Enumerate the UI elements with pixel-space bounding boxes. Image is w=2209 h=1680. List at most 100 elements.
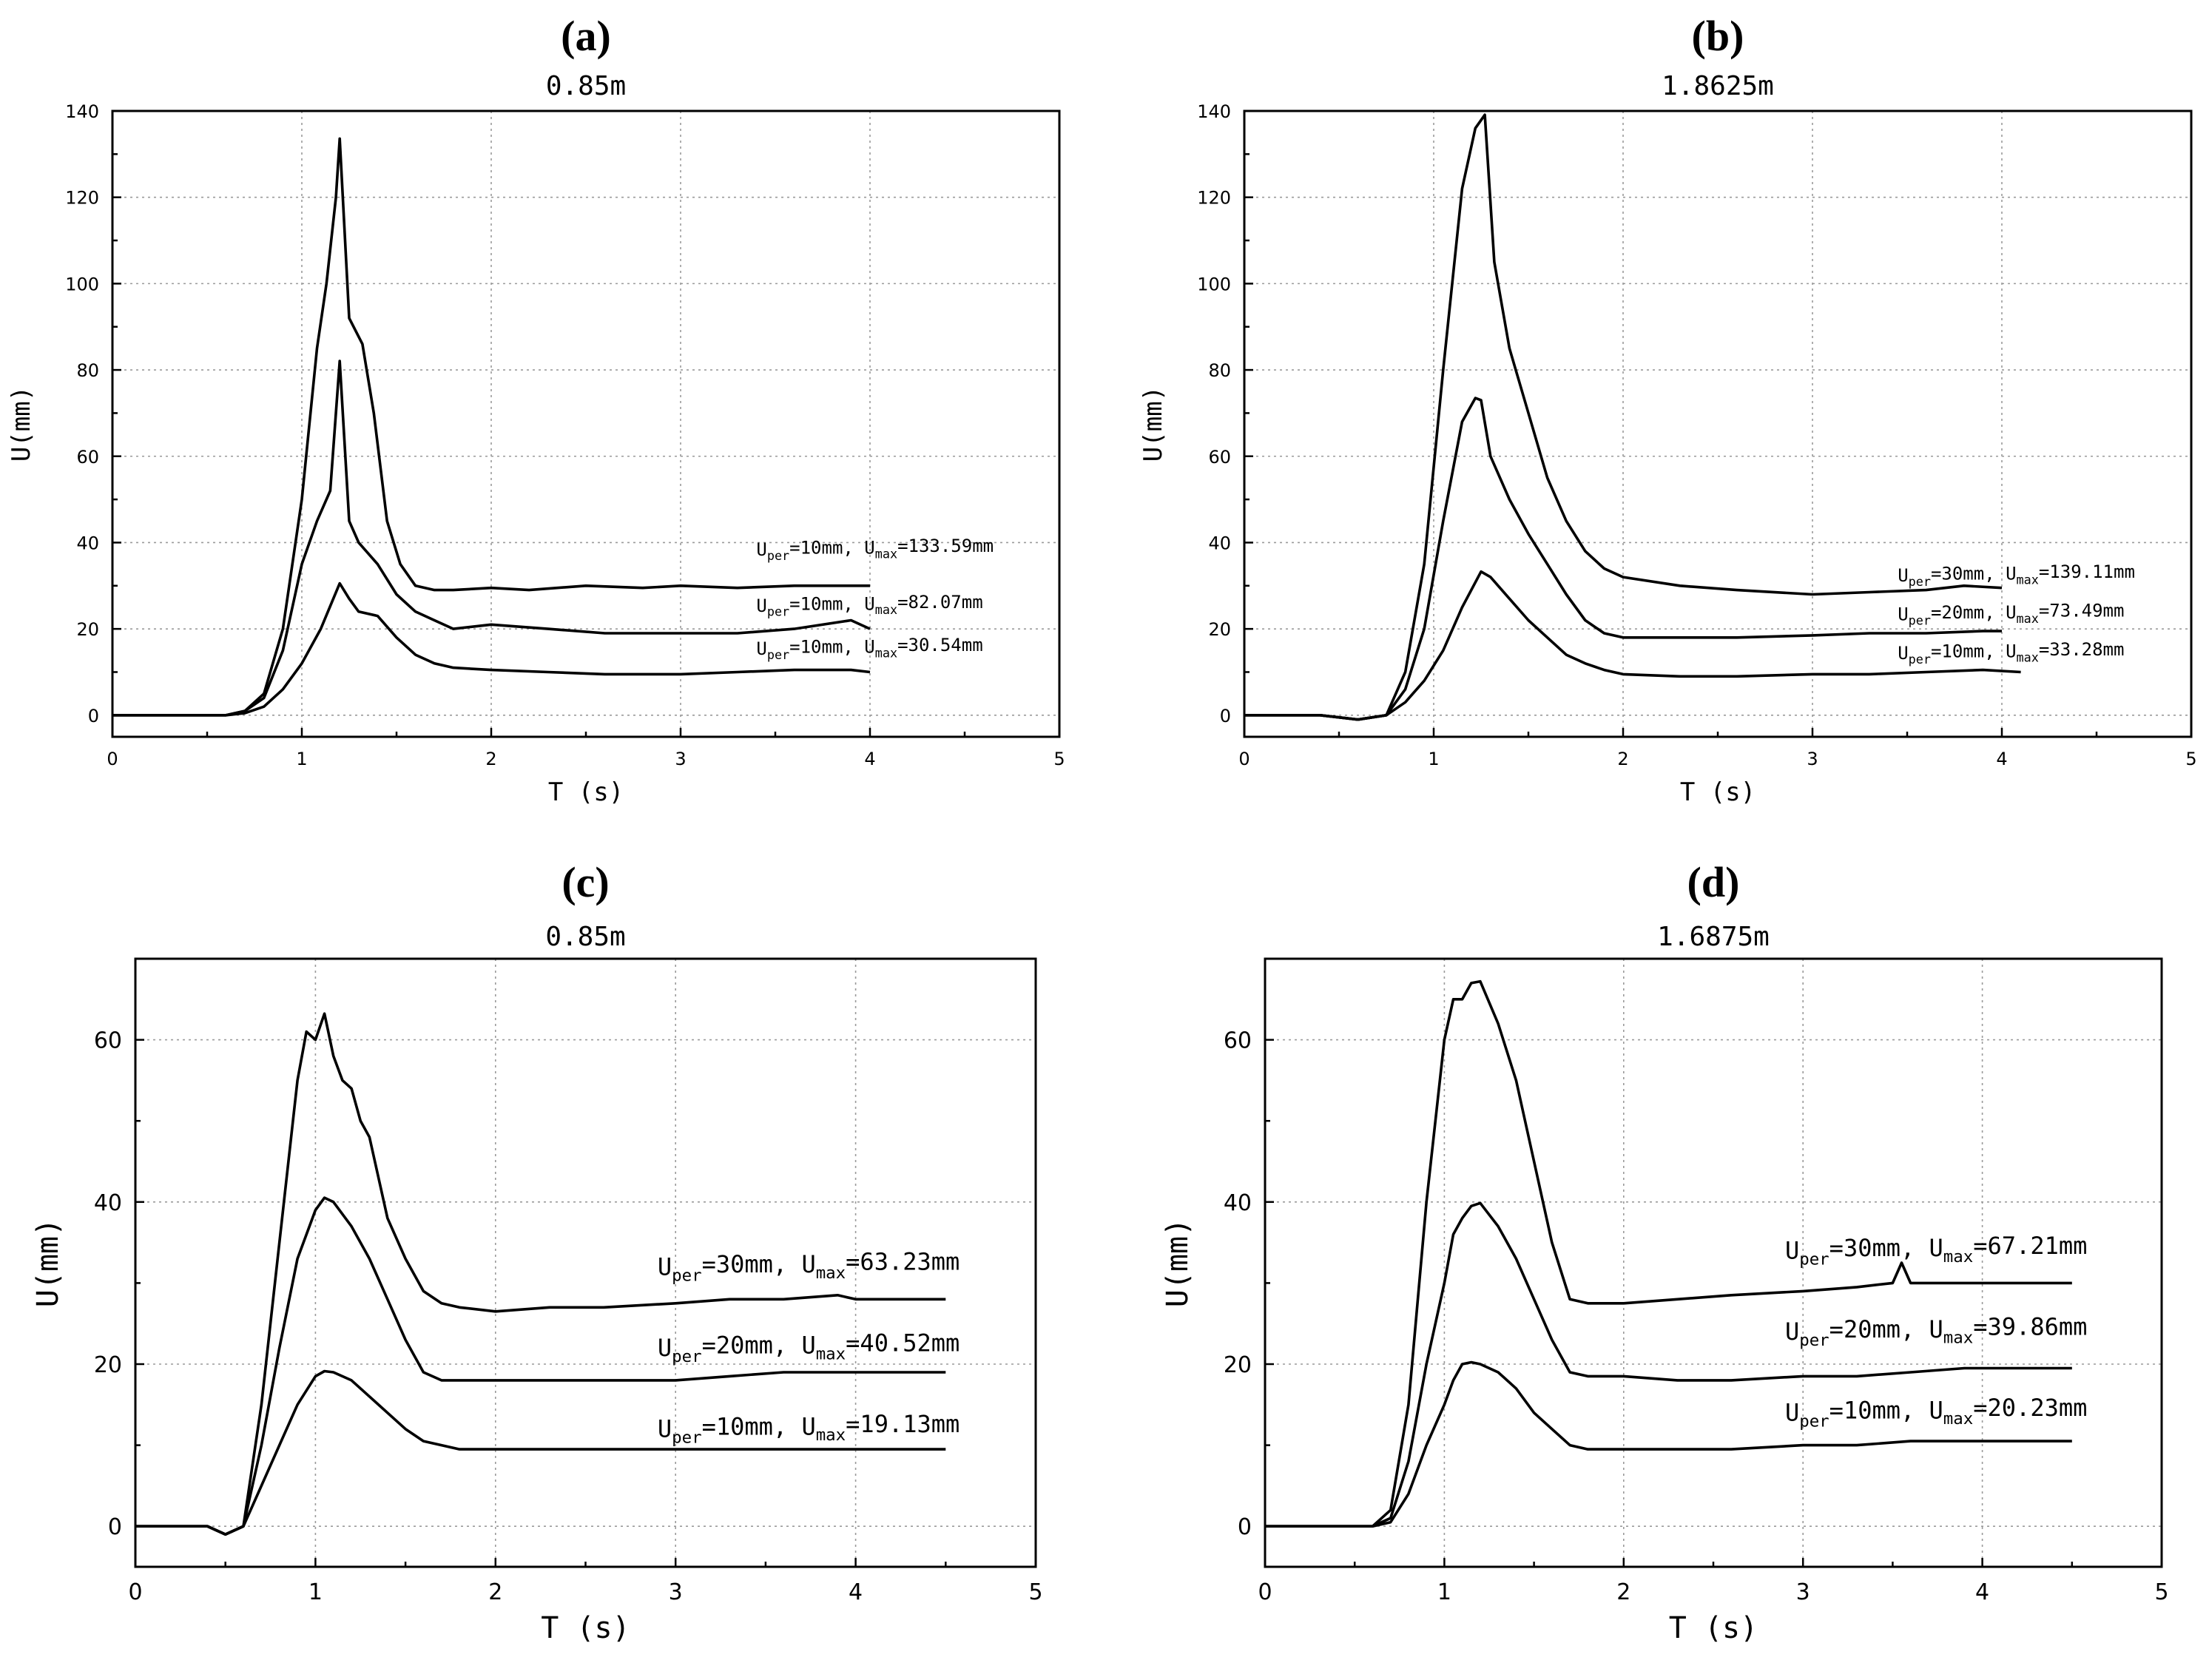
chart-title: 1.8625m <box>1662 71 1774 101</box>
label-text: =30mm, U <box>1931 563 2017 584</box>
label-text: =30mm, U <box>702 1250 816 1278</box>
y-tick-label: 140 <box>65 101 99 122</box>
x-tick-label: 1 <box>1437 1579 1451 1605</box>
y-tick-label: 0 <box>88 706 99 726</box>
x-tick-label: 2 <box>488 1579 502 1605</box>
x-tick-label: 4 <box>864 749 875 769</box>
x-tick-label: 4 <box>849 1579 863 1605</box>
y-tick-label: 60 <box>76 447 99 468</box>
x-tick-label: 0 <box>128 1579 142 1605</box>
x-tick-label: 3 <box>669 1579 683 1605</box>
label-subscript: max <box>1943 1409 1973 1428</box>
x-tick-label: 1 <box>296 749 307 769</box>
label-text: U <box>658 1334 672 1362</box>
label-subscript: per <box>1799 1331 1829 1350</box>
series-line-1 <box>135 1012 946 1536</box>
x-tick-label: 5 <box>1053 749 1065 769</box>
label-subscript: per <box>672 1428 701 1447</box>
y-tick-label: 120 <box>1197 188 1231 209</box>
series-line-2 <box>135 1196 946 1536</box>
y-tick-label: 0 <box>1220 706 1231 726</box>
y-axis-label: U(mm) <box>1139 386 1168 462</box>
series-label: Uper=10mm, Umax=30.54mm <box>756 635 982 662</box>
x-tick-label: 3 <box>675 749 686 769</box>
label-text: U <box>756 638 766 659</box>
y-tick-label: 20 <box>76 619 99 640</box>
chart-title: 0.85m <box>545 922 625 952</box>
series-line-2 <box>1265 1201 2072 1528</box>
series-label: Uper=30mm, Umax=63.23mm <box>658 1248 960 1286</box>
y-tick-label: 140 <box>1197 101 1231 122</box>
series-line-1 <box>112 137 870 717</box>
x-tick-label: 0 <box>1238 749 1249 769</box>
x-axis-label: T (s) <box>1680 777 1756 807</box>
label-text: =10mm, U <box>789 637 875 658</box>
label-text: U <box>756 539 766 560</box>
y-tick-label: 20 <box>1224 1352 1252 1378</box>
series-line-3 <box>1244 570 2021 721</box>
label-subscript: per <box>1909 613 1931 627</box>
label-text: U <box>1898 643 1908 664</box>
label-text: U <box>1785 1399 1799 1427</box>
y-tick-label: 0 <box>1238 1514 1252 1540</box>
x-tick-label: 0 <box>107 749 118 769</box>
x-axis-label: T (s) <box>1669 1611 1758 1645</box>
label-subscript: per <box>1909 574 1931 589</box>
y-tick-label: 80 <box>76 360 99 381</box>
y-axis-label: U(mm) <box>7 386 36 462</box>
label-subscript: per <box>767 604 789 619</box>
label-text: =20mm, U <box>1829 1315 1943 1343</box>
y-axis-label: U(mm) <box>1161 1218 1195 1307</box>
y-tick-label: 40 <box>1224 1190 1252 1216</box>
label-text: =33.28mm <box>2039 639 2125 660</box>
x-tick-label: 0 <box>1258 1579 1272 1605</box>
x-axis-label: T (s) <box>548 777 624 807</box>
label-text: =30mm, U <box>1829 1234 1943 1262</box>
series-label: Uper=30mm, Umax=139.11mm <box>1898 561 2135 589</box>
x-tick-label: 3 <box>1807 749 1818 769</box>
label-text: =82.07mm <box>897 592 983 613</box>
y-tick-label: 40 <box>1208 533 1231 553</box>
x-tick-label: 2 <box>485 749 496 769</box>
label-subscript: per <box>767 548 789 563</box>
label-subscript: max <box>875 546 897 561</box>
series-label: Uper=20mm, Umax=40.52mm <box>658 1329 960 1366</box>
label-text: U <box>1785 1318 1799 1346</box>
label-subscript: per <box>767 647 789 662</box>
x-tick-label: 1 <box>308 1579 323 1605</box>
series-label: Uper=10mm, Umax=33.28mm <box>1898 639 2124 667</box>
series-label: Uper=30mm, Umax=67.21mm <box>1785 1232 2087 1269</box>
label-text: U <box>658 1252 672 1281</box>
label-subscript: max <box>816 1264 846 1283</box>
label-text: =19.13mm <box>846 1410 960 1438</box>
label-subscript: max <box>875 646 897 661</box>
label-text: =30.54mm <box>897 635 983 655</box>
x-tick-label: 4 <box>1996 749 2007 769</box>
x-tick-label: 5 <box>1028 1579 1042 1605</box>
y-tick-label: 0 <box>108 1514 122 1540</box>
series-label: Uper=10mm, Umax=20.23mm <box>1785 1394 2087 1431</box>
plot-frame <box>1264 957 2163 1568</box>
label-text: =10mm, U <box>702 1412 816 1440</box>
x-axis-label: T (s) <box>541 1611 630 1645</box>
label-subscript: max <box>1943 1247 1973 1266</box>
y-tick-label: 40 <box>76 533 99 553</box>
x-tick-label: 5 <box>2154 1579 2168 1605</box>
panel-letter: (d) <box>1687 858 1740 906</box>
x-tick-label: 2 <box>1616 1579 1630 1605</box>
y-tick-label: 60 <box>1224 1028 1252 1054</box>
y-tick-label: 100 <box>1197 274 1231 294</box>
label-text: =139.11mm <box>2039 561 2135 582</box>
y-tick-label: 80 <box>1208 360 1231 381</box>
y-tick-label: 60 <box>94 1028 122 1054</box>
series-label: Uper=10mm, Umax=133.59mm <box>756 536 994 563</box>
y-axis-label: U(mm) <box>31 1218 65 1307</box>
label-text: =10mm, U <box>789 593 875 614</box>
y-tick-label: 40 <box>94 1190 122 1216</box>
label-text: =10mm, U <box>789 537 875 558</box>
label-text: =10mm, U <box>1931 641 2017 661</box>
panel-letter: (b) <box>1692 12 1744 60</box>
label-subscript: per <box>1799 1249 1829 1269</box>
